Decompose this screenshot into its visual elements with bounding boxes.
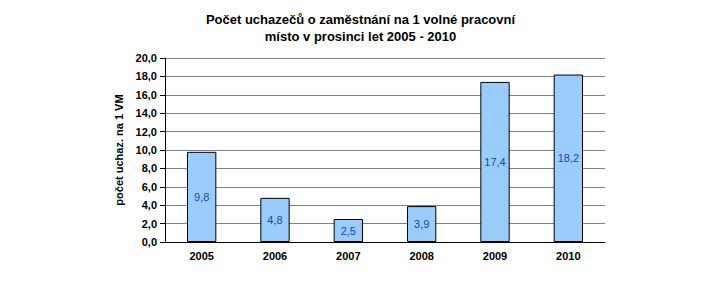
svg-text:8,0: 8,0 — [142, 162, 157, 174]
svg-text:2008: 2008 — [409, 250, 433, 262]
svg-text:místo v prosinci let 2005 - 20: místo v prosinci let 2005 - 2010 — [265, 29, 456, 44]
svg-text:2006: 2006 — [263, 250, 287, 262]
svg-text:18,0: 18,0 — [136, 70, 157, 82]
svg-text:17,4: 17,4 — [484, 156, 505, 168]
svg-text:10,0: 10,0 — [136, 144, 157, 156]
svg-text:20,0: 20,0 — [136, 52, 157, 64]
svg-text:2010: 2010 — [556, 250, 580, 262]
svg-text:0,0: 0,0 — [142, 236, 157, 248]
svg-text:počet uchaz. na 1 VM: počet uchaz. na 1 VM — [113, 94, 125, 205]
svg-text:4,0: 4,0 — [142, 199, 157, 211]
svg-text:3,9: 3,9 — [414, 218, 429, 230]
svg-text:18,2: 18,2 — [558, 152, 579, 164]
svg-text:2005: 2005 — [189, 250, 213, 262]
svg-text:9,8: 9,8 — [194, 191, 209, 203]
svg-text:2009: 2009 — [483, 250, 507, 262]
svg-text:16,0: 16,0 — [136, 89, 157, 101]
svg-text:4,8: 4,8 — [267, 214, 282, 226]
svg-text:14,0: 14,0 — [136, 107, 157, 119]
svg-text:12,0: 12,0 — [136, 126, 157, 138]
svg-text:Počet uchazečů o zaměstnání na: Počet uchazečů o zaměstnání na 1 volné p… — [206, 12, 516, 27]
svg-text:2,0: 2,0 — [142, 218, 157, 230]
svg-text:2,5: 2,5 — [341, 225, 356, 237]
svg-text:6,0: 6,0 — [142, 181, 157, 193]
svg-text:2007: 2007 — [336, 250, 360, 262]
